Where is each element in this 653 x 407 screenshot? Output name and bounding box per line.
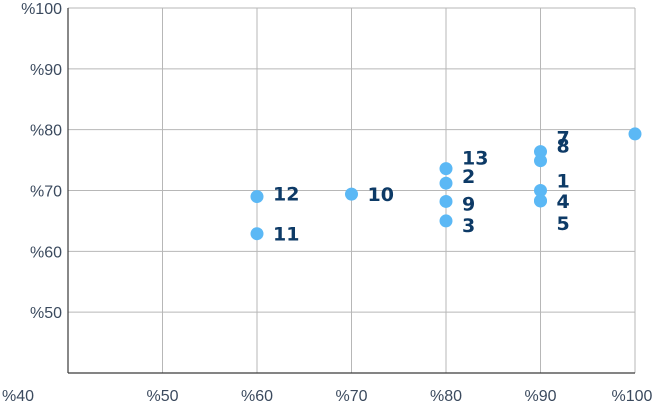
- point-label-1: 1: [557, 171, 570, 193]
- data-point-13: [439, 162, 453, 176]
- y-tick-label: %60: [30, 244, 62, 261]
- axes: [67, 8, 635, 374]
- point-label-11: 11: [273, 224, 299, 246]
- point-label-9: 9: [462, 193, 475, 215]
- x-tick-label: %50: [146, 388, 178, 405]
- x-tick-label: %90: [524, 388, 556, 405]
- data-point-1: [534, 184, 547, 197]
- y-tick-label: %50: [30, 305, 62, 322]
- data-point-8: [534, 154, 547, 168]
- x-tick-label: %80: [430, 388, 462, 405]
- point-labels: 12345678910111213: [273, 124, 653, 246]
- point-label-13: 13: [462, 148, 488, 170]
- x-tick-label: %100: [612, 388, 653, 405]
- data-point-7: [534, 145, 547, 159]
- x-tick-label: %40: [2, 388, 34, 405]
- point-label-2: 2: [462, 166, 475, 188]
- point-label-7: 7: [557, 128, 570, 150]
- data-point-9: [439, 194, 453, 208]
- point-label-5: 5: [557, 213, 570, 235]
- x-tick-label: %60: [241, 388, 273, 405]
- data-point-10: [345, 187, 358, 201]
- point-label-3: 3: [462, 215, 475, 237]
- data-point-3: [439, 214, 453, 228]
- data-point-6: [628, 127, 642, 141]
- y-tick-label: %100: [21, 1, 62, 18]
- data-point-5: [534, 194, 547, 208]
- point-label-12: 12: [273, 184, 299, 206]
- data-points: [250, 127, 642, 241]
- y-tick-label: %90: [30, 62, 62, 79]
- point-label-4: 4: [557, 191, 570, 213]
- data-point-11: [250, 227, 264, 241]
- x-tick-label: %70: [335, 388, 367, 405]
- point-label-8: 8: [557, 136, 570, 158]
- y-tick-label: %70: [30, 184, 62, 201]
- point-label-10: 10: [368, 184, 394, 206]
- data-point-2: [439, 176, 453, 190]
- data-point-12: [250, 190, 264, 204]
- y-tick-label: %80: [30, 123, 62, 140]
